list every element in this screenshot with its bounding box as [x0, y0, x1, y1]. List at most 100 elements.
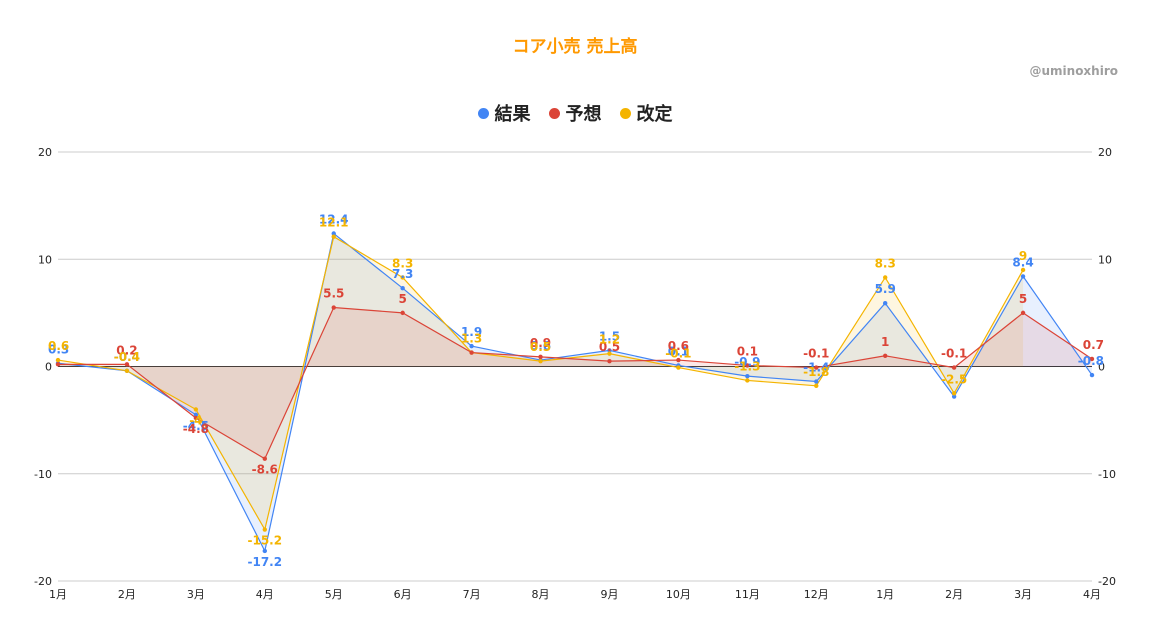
credit-label: @uminoxhiro [1029, 64, 1118, 78]
data-point [124, 362, 130, 367]
data-point [469, 350, 474, 355]
x-tick-label: 4月 [1083, 588, 1101, 601]
y-tick-label-right: 20 [1098, 146, 1112, 159]
data-point [1020, 267, 1026, 273]
data-label: -8.6 [252, 463, 278, 477]
data-label: 5.5 [323, 287, 344, 301]
data-point [1020, 310, 1026, 316]
x-tick-label: 8月 [532, 588, 550, 601]
data-point [607, 348, 612, 353]
chart-title: コア小売 売上高 [512, 37, 638, 57]
y-tick-label-left: 10 [38, 253, 52, 266]
x-tick-label: 3月 [1014, 588, 1032, 601]
data-point [951, 365, 957, 370]
data-point [262, 527, 267, 532]
data-point [193, 407, 199, 412]
data-point [814, 379, 819, 384]
data-point [745, 363, 750, 368]
data-label: 1.5 [599, 329, 620, 343]
x-tick-label: 3月 [187, 588, 205, 601]
data-point [607, 351, 612, 356]
series-area [58, 236, 1024, 530]
data-label: 12.4 [319, 213, 349, 227]
dot-icon [619, 107, 631, 119]
data-point [331, 231, 336, 236]
data-point [1020, 274, 1026, 279]
data-label: 0.6 [48, 339, 69, 353]
data-label: 9 [1019, 249, 1027, 263]
legend-item-result: 結果 [477, 100, 531, 126]
data-label: 0.7 [1083, 338, 1104, 352]
data-point [55, 357, 61, 363]
data-point [883, 275, 888, 280]
data-label: 12.1 [319, 216, 349, 230]
data-label: -1.4 [803, 361, 829, 375]
data-label: -0.4 [114, 350, 140, 364]
data-label: 5 [1019, 292, 1027, 306]
data-label: -17.2 [248, 555, 283, 569]
data-label: 8.3 [875, 256, 896, 270]
data-label: 0.3 [48, 342, 69, 356]
y-tick-label-right: -10 [1098, 468, 1116, 481]
series-line [57, 232, 1093, 553]
data-label: -0.4 [114, 350, 140, 364]
dot-icon [548, 107, 560, 119]
data-point [400, 310, 405, 316]
data-point [676, 365, 681, 370]
data-point [193, 415, 199, 421]
data-label: 5.9 [875, 282, 896, 296]
x-tick-label: 7月 [463, 588, 481, 601]
data-label: 1.3 [461, 332, 482, 346]
x-tick-label: 6月 [394, 588, 412, 601]
legend-label: 結果 [494, 104, 531, 125]
y-tick-label-right: -20 [1098, 575, 1116, 588]
x-tick-label: 1月 [876, 588, 894, 601]
data-point [469, 343, 474, 349]
legend-item-forecast: 予想 [548, 100, 602, 126]
data-point [331, 305, 336, 310]
y-tick-label-left: 20 [38, 146, 52, 159]
data-label: 0.5 [599, 340, 620, 354]
x-tick-label: 12月 [804, 588, 829, 601]
data-label: -0.9 [734, 355, 760, 369]
data-label: -0.8 [1078, 354, 1104, 368]
data-label: -4.5 [183, 419, 209, 433]
data-label: -0.1 [941, 347, 967, 361]
data-label: 8.3 [392, 256, 413, 270]
data-label: 7.3 [392, 267, 413, 281]
x-tick-label: 11月 [735, 588, 760, 601]
y-tick-label-right: 0 [1098, 361, 1105, 374]
data-label: 0.2 [116, 343, 137, 357]
data-point [745, 378, 750, 383]
x-tick-label: 10月 [666, 588, 691, 601]
data-point [676, 357, 681, 363]
x-tick-label: 1月 [49, 588, 67, 601]
data-label: 1.2 [599, 333, 620, 347]
data-label: 1 [881, 335, 889, 349]
data-point [262, 456, 267, 461]
data-point [951, 391, 957, 396]
data-label: 0.9 [530, 336, 551, 350]
data-label: -2.5 [941, 372, 967, 386]
data-point [607, 358, 612, 364]
data-label: 0.5 [530, 340, 551, 354]
legend-label: 改定 [636, 104, 673, 125]
data-point [814, 365, 819, 370]
data-point [814, 383, 819, 389]
data-point [262, 548, 267, 554]
data-point [124, 368, 130, 373]
x-tick-label: 9月 [600, 588, 618, 601]
data-label: 0.1 [737, 344, 758, 358]
x-tick-label: 2月 [118, 588, 136, 601]
y-tick-label-left: -10 [34, 468, 52, 481]
data-point [1089, 356, 1095, 362]
y-tick-label-left: -20 [34, 575, 52, 588]
data-point [883, 353, 888, 358]
data-label: -0.1 [665, 347, 691, 361]
dot-icon [477, 107, 489, 119]
y-tick-label-right: 10 [1098, 253, 1112, 266]
x-tick-label: 5月 [325, 588, 343, 601]
legend-label: 予想 [565, 104, 602, 125]
series-line [58, 306, 1093, 460]
